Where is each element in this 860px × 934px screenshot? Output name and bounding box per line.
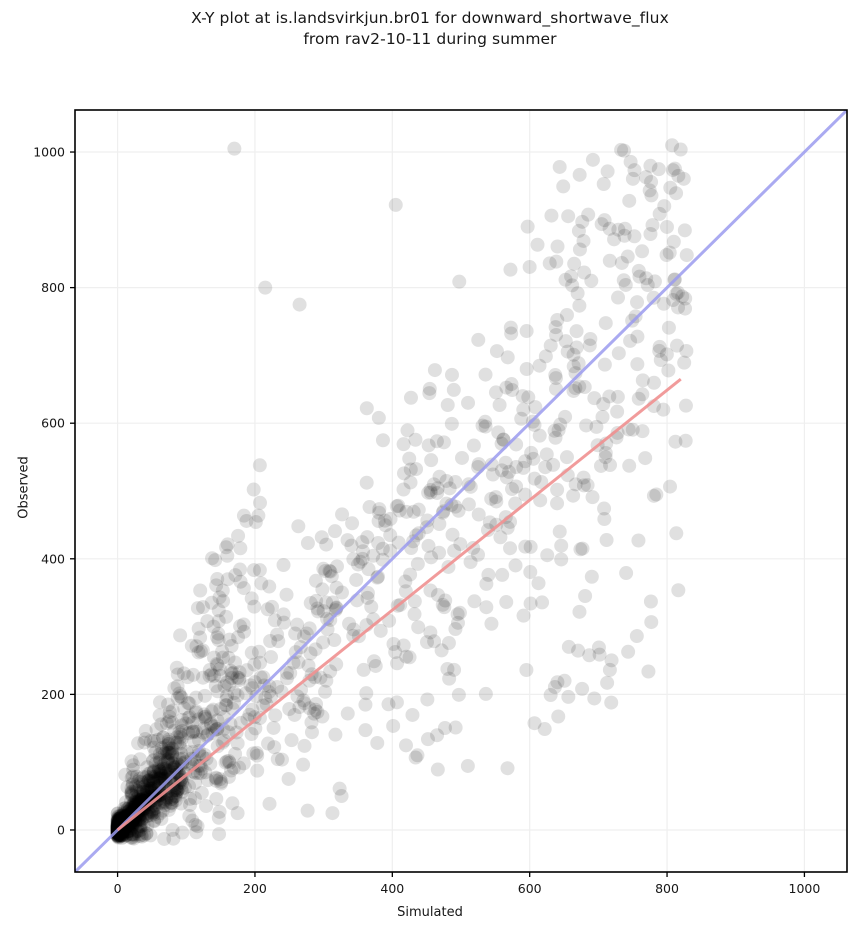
trend-lines bbox=[75, 110, 847, 872]
grid-lines bbox=[75, 110, 847, 872]
svg-text:0: 0 bbox=[114, 881, 122, 896]
svg-text:800: 800 bbox=[655, 881, 679, 896]
svg-text:400: 400 bbox=[41, 551, 65, 566]
axis-ticks bbox=[70, 151, 806, 877]
axis-tick-labels: 0 200 400 600 800 1000 0 200 400 600 800 1000 bbox=[33, 145, 820, 896]
svg-text:0: 0 bbox=[57, 822, 65, 837]
svg-text:400: 400 bbox=[380, 881, 404, 896]
svg-text:600: 600 bbox=[41, 416, 65, 431]
svg-text:800: 800 bbox=[41, 280, 65, 295]
svg-text:200: 200 bbox=[41, 687, 65, 702]
svg-text:600: 600 bbox=[518, 881, 542, 896]
x-axis-label: Simulated bbox=[397, 905, 463, 920]
svg-text:1000: 1000 bbox=[33, 145, 65, 160]
y-axis-label: Observed bbox=[16, 456, 32, 519]
plot-frame bbox=[74, 109, 848, 873]
svg-text:200: 200 bbox=[243, 881, 267, 896]
chart-title: X-Y plot at is.landsvirkjun.br01 for dow… bbox=[191, 9, 669, 48]
svg-text:1000: 1000 bbox=[789, 881, 821, 896]
